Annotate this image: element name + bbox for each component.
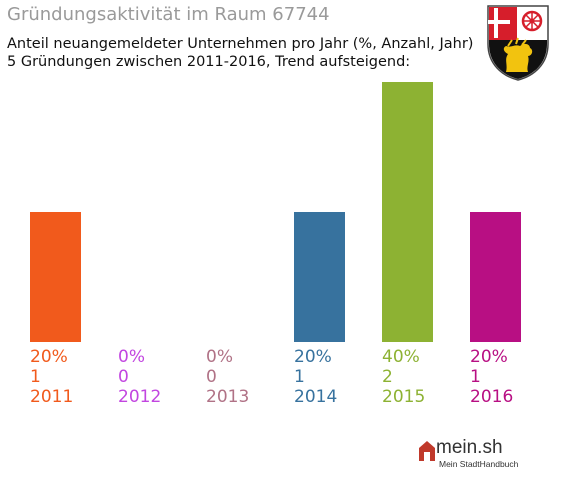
year-label-2014: 2014 bbox=[294, 387, 338, 407]
bar-2011 bbox=[30, 212, 81, 342]
count-label-2011: 1 bbox=[30, 367, 41, 387]
percent-label-2015: 40% bbox=[382, 347, 420, 367]
percent-label-2011: 20% bbox=[30, 347, 68, 367]
year-label-2016: 2016 bbox=[470, 387, 514, 407]
chart-subtitle-line1: Anteil neuangemeldeter Unternehmen pro J… bbox=[7, 36, 474, 52]
year-label-2013: 2013 bbox=[206, 387, 250, 407]
count-label-2015: 2 bbox=[382, 367, 393, 387]
percent-label-2014: 20% bbox=[294, 347, 332, 367]
count-label-2012: 0 bbox=[118, 367, 129, 387]
bars-group bbox=[30, 82, 521, 342]
year-label-2015: 2015 bbox=[382, 387, 426, 407]
percent-label-2012: 0% bbox=[118, 347, 145, 367]
coat-of-arms-icon bbox=[487, 5, 549, 81]
bar-2014 bbox=[294, 212, 345, 342]
mein-sh-logo: mein.sh Mein StadtHandbuch bbox=[414, 432, 524, 476]
chart-title: Gründungsaktivität im Raum 67744 bbox=[7, 4, 330, 25]
percent-label-2013: 0% bbox=[206, 347, 233, 367]
count-label-2016: 1 bbox=[470, 367, 481, 387]
count-label-2014: 1 bbox=[294, 367, 305, 387]
year-label-2012: 2012 bbox=[118, 387, 162, 407]
logo-text: mein.sh bbox=[436, 437, 503, 458]
bar-2015 bbox=[382, 82, 433, 342]
year-label-2011: 2011 bbox=[30, 387, 74, 407]
count-label-2013: 0 bbox=[206, 367, 217, 387]
percent-label-2016: 20% bbox=[470, 347, 508, 367]
house-icon bbox=[419, 441, 435, 461]
bar-2016 bbox=[470, 212, 521, 342]
logo-subtext: Mein StadtHandbuch bbox=[439, 459, 519, 469]
chart-subtitle-line2: 5 Gründungen zwischen 2011-2016, Trend a… bbox=[7, 54, 411, 70]
